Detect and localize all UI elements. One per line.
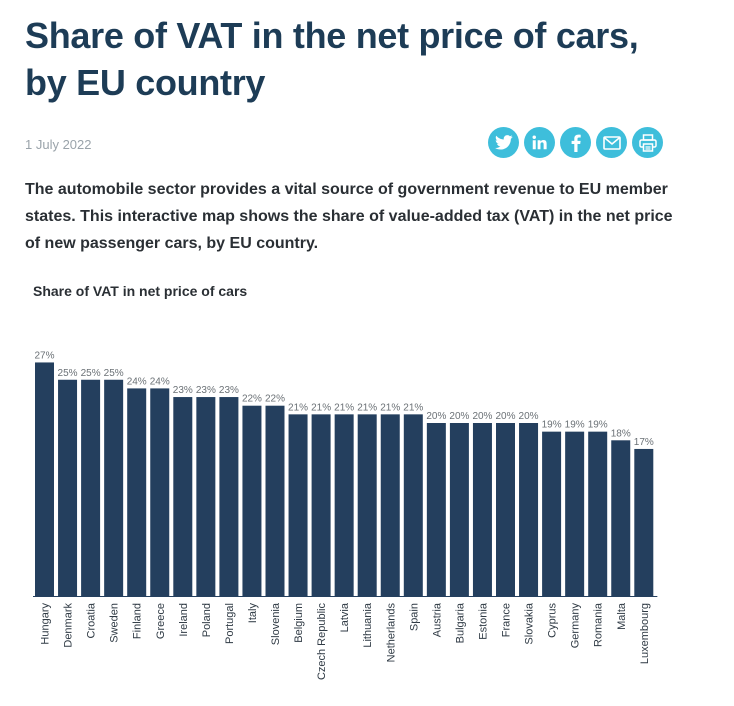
- bar-slovakia[interactable]: [519, 423, 539, 596]
- page-title: Share of VAT in the net price of cars, b…: [25, 15, 639, 103]
- bar-portugal[interactable]: [219, 397, 239, 596]
- data-label: 21%: [311, 402, 331, 413]
- category-label: Germany: [570, 603, 582, 649]
- bar-latvia[interactable]: [334, 414, 354, 596]
- twitter-share-button[interactable]: [488, 127, 519, 158]
- bar-germany[interactable]: [565, 431, 585, 596]
- data-label: 25%: [58, 368, 78, 379]
- data-label: 18%: [611, 428, 631, 439]
- category-label: Denmark: [63, 603, 75, 648]
- category-label: Greece: [155, 603, 167, 639]
- category-label: Portugal: [224, 603, 236, 644]
- data-label: 23%: [219, 385, 239, 396]
- facebook-share-button[interactable]: [560, 127, 591, 158]
- bar-romania[interactable]: [588, 431, 608, 596]
- data-label: 19%: [565, 420, 585, 431]
- data-label: 19%: [542, 420, 562, 431]
- data-label: 17%: [634, 437, 654, 448]
- category-label: Poland: [201, 603, 213, 637]
- category-label: Finland: [132, 603, 144, 639]
- category-label: France: [501, 603, 513, 637]
- bar-hungary[interactable]: [35, 362, 54, 596]
- bar-finland[interactable]: [127, 388, 147, 596]
- bar-austria[interactable]: [426, 423, 446, 596]
- publish-date: 1 July 2022: [25, 137, 92, 152]
- data-label: 19%: [588, 420, 608, 431]
- bar-sweden[interactable]: [104, 379, 124, 596]
- intro-paragraph: The automobile sector provides a vital s…: [25, 181, 673, 252]
- data-label: 25%: [81, 368, 101, 379]
- data-label: 20%: [495, 411, 515, 422]
- data-label: 20%: [449, 411, 469, 422]
- data-label: 23%: [196, 385, 216, 396]
- category-label: Hungary: [40, 603, 52, 645]
- bar-bulgaria[interactable]: [449, 423, 469, 596]
- email-icon: [602, 135, 621, 150]
- print-icon: [638, 133, 657, 152]
- data-label: 21%: [334, 402, 354, 413]
- data-label: 22%: [242, 394, 262, 405]
- category-label: Italy: [247, 603, 259, 624]
- category-label: Slovakia: [524, 602, 536, 644]
- bar-spain[interactable]: [403, 414, 423, 596]
- data-label: 24%: [150, 376, 170, 387]
- share-buttons: [488, 127, 663, 158]
- category-label: Bulgaria: [454, 602, 466, 643]
- bar-luxembourg[interactable]: [634, 448, 654, 596]
- chart-title: Share of VAT in net price of cars: [33, 283, 248, 299]
- data-label: 21%: [380, 402, 400, 413]
- category-label: Spain: [408, 603, 420, 631]
- category-label: Slovenia: [270, 602, 282, 645]
- data-label: 23%: [173, 385, 193, 396]
- category-label: Sweden: [109, 603, 121, 643]
- bar-italy[interactable]: [242, 405, 262, 596]
- facebook-icon: [571, 134, 581, 152]
- bar-croatia[interactable]: [81, 379, 101, 596]
- data-label: 22%: [265, 394, 285, 405]
- category-label: Netherlands: [385, 603, 397, 663]
- linkedin-icon: [532, 135, 547, 150]
- linkedin-share-button[interactable]: [524, 127, 555, 158]
- category-label: Cyprus: [547, 603, 559, 638]
- category-label: Croatia: [86, 602, 98, 638]
- bar-chart: 27% Hungary 25% Denmark 25% Croatia 25% Sweden 2…: [33, 350, 658, 681]
- data-label: 21%: [357, 402, 377, 413]
- data-label: 20%: [472, 411, 492, 422]
- bar-poland[interactable]: [196, 397, 216, 596]
- bar-cyprus[interactable]: [542, 431, 562, 596]
- category-label: Luxembourg: [639, 603, 651, 664]
- category-label: Lithuania: [362, 602, 374, 648]
- bar-slovenia[interactable]: [265, 405, 285, 596]
- category-label: Ireland: [178, 603, 190, 637]
- data-label: 20%: [426, 411, 446, 422]
- category-label: Malta: [616, 602, 628, 630]
- category-label: Estonia: [477, 602, 489, 640]
- bar-denmark[interactable]: [58, 379, 78, 596]
- category-label: Belgium: [293, 603, 305, 643]
- bar-netherlands[interactable]: [380, 414, 400, 596]
- category-label: Austria: [431, 602, 443, 637]
- data-label: 21%: [288, 402, 308, 413]
- data-label: 21%: [403, 402, 423, 413]
- bar-estonia[interactable]: [472, 423, 492, 596]
- bar-czech-republic[interactable]: [311, 414, 331, 596]
- category-label: Czech Republic: [316, 603, 328, 681]
- data-label: 24%: [127, 376, 147, 387]
- bar-greece[interactable]: [150, 388, 170, 596]
- bar-ireland[interactable]: [173, 397, 193, 596]
- data-label: 25%: [104, 368, 124, 379]
- bar-malta[interactable]: [611, 440, 631, 596]
- bar-lithuania[interactable]: [357, 414, 377, 596]
- category-label: Romania: [593, 602, 605, 647]
- twitter-icon: [494, 135, 513, 150]
- print-button[interactable]: [632, 127, 663, 158]
- data-label: 20%: [519, 411, 539, 422]
- bar-france[interactable]: [496, 423, 515, 596]
- data-label: 27%: [34, 350, 54, 361]
- category-label: Latvia: [339, 602, 351, 632]
- footer-fade: [0, 696, 734, 706]
- bar-belgium[interactable]: [288, 414, 308, 596]
- email-share-button[interactable]: [596, 127, 627, 158]
